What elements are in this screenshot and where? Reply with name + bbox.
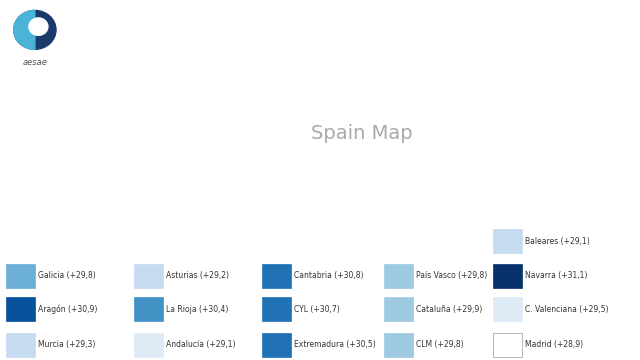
Bar bbox=[134, 297, 163, 321]
Text: Aragón (+30,9): Aragón (+30,9) bbox=[38, 305, 98, 314]
Text: Cantabria (+30,8): Cantabria (+30,8) bbox=[294, 271, 364, 280]
Text: Galicia (+29,8): Galicia (+29,8) bbox=[38, 271, 96, 280]
Text: Madrid (+28,9): Madrid (+28,9) bbox=[525, 341, 583, 349]
Text: Navarra (+31,1): Navarra (+31,1) bbox=[525, 271, 587, 280]
Bar bbox=[6, 297, 35, 321]
Bar bbox=[493, 264, 522, 288]
Bar bbox=[6, 264, 35, 288]
Text: Spain Map: Spain Map bbox=[311, 124, 412, 143]
Bar bbox=[384, 264, 413, 288]
Text: aesae: aesae bbox=[22, 58, 47, 67]
Bar bbox=[262, 297, 291, 321]
Wedge shape bbox=[14, 10, 35, 49]
Text: La Rioja (+30,4): La Rioja (+30,4) bbox=[166, 305, 228, 314]
Circle shape bbox=[14, 10, 56, 49]
Text: CLM (+29,8): CLM (+29,8) bbox=[416, 341, 463, 349]
Bar bbox=[493, 333, 522, 357]
Bar bbox=[262, 333, 291, 357]
Bar bbox=[6, 333, 35, 357]
Circle shape bbox=[29, 18, 48, 35]
Bar bbox=[384, 333, 413, 357]
Text: C. Valenciana (+29,5): C. Valenciana (+29,5) bbox=[525, 305, 608, 314]
Text: Extremadura (+30,5): Extremadura (+30,5) bbox=[294, 341, 376, 349]
Text: Cataluña (+29,9): Cataluña (+29,9) bbox=[416, 305, 483, 314]
Text: CYL (+30,7): CYL (+30,7) bbox=[294, 305, 340, 314]
Bar bbox=[493, 297, 522, 321]
Bar bbox=[384, 297, 413, 321]
Bar bbox=[134, 264, 163, 288]
Text: Baleares (+29,1): Baleares (+29,1) bbox=[525, 237, 589, 246]
Bar bbox=[134, 333, 163, 357]
Text: Asturias (+29,2): Asturias (+29,2) bbox=[166, 271, 229, 280]
Text: Murcia (+29,3): Murcia (+29,3) bbox=[38, 341, 96, 349]
Bar bbox=[262, 264, 291, 288]
Text: País Vasco (+29,8): País Vasco (+29,8) bbox=[416, 271, 487, 280]
Text: Andalucía (+29,1): Andalucía (+29,1) bbox=[166, 341, 236, 349]
Bar bbox=[493, 229, 522, 253]
